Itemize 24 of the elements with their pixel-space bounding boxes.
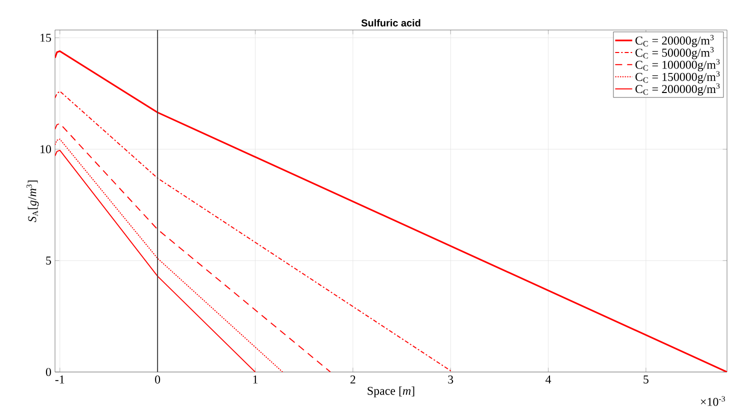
chart-title: Sulfuric acid [361, 19, 420, 26]
y-axis-title: S$_{A}$[g/m$^{3}$] [26, 180, 39, 222]
y-tick-label: 10 [40, 145, 52, 154]
y-tick-label: 15 [40, 34, 52, 42]
text: ×10$^{-3}$ [700, 396, 725, 406]
x-tick-label: 3 [448, 376, 454, 384]
y-tick-label: 5 [46, 256, 52, 265]
legend-label: C$_{C}$ = 100000g/m$^{3}$ [635, 59, 720, 72]
x-tick-label: 1 [253, 376, 258, 384]
x-tick-label: 4 [546, 376, 552, 384]
legend-label: C$_{C}$ = 20000g/m$^{3}$ [635, 34, 714, 48]
line-series [55, 150, 256, 372]
line-series [55, 90, 454, 372]
legend-label: C$_{C}$ = 150000g/m$^{3}$ [635, 71, 720, 84]
x-tick-label: 0 [155, 376, 160, 384]
line-series [55, 123, 331, 372]
x-tick-label: 2 [350, 376, 356, 384]
x-axis-title: Space [m] [368, 386, 414, 398]
y-tick-label: 0 [46, 368, 52, 376]
x-tick-label: -1 [55, 376, 64, 384]
x-tick-label: 5 [644, 376, 648, 384]
legend-label: C$_{C}$ = 50000g/m$^{3}$ [635, 47, 714, 60]
legend-label: C$_{C}$ = 200000g/m$^{3}$ [635, 83, 720, 96]
line-series [55, 138, 284, 372]
